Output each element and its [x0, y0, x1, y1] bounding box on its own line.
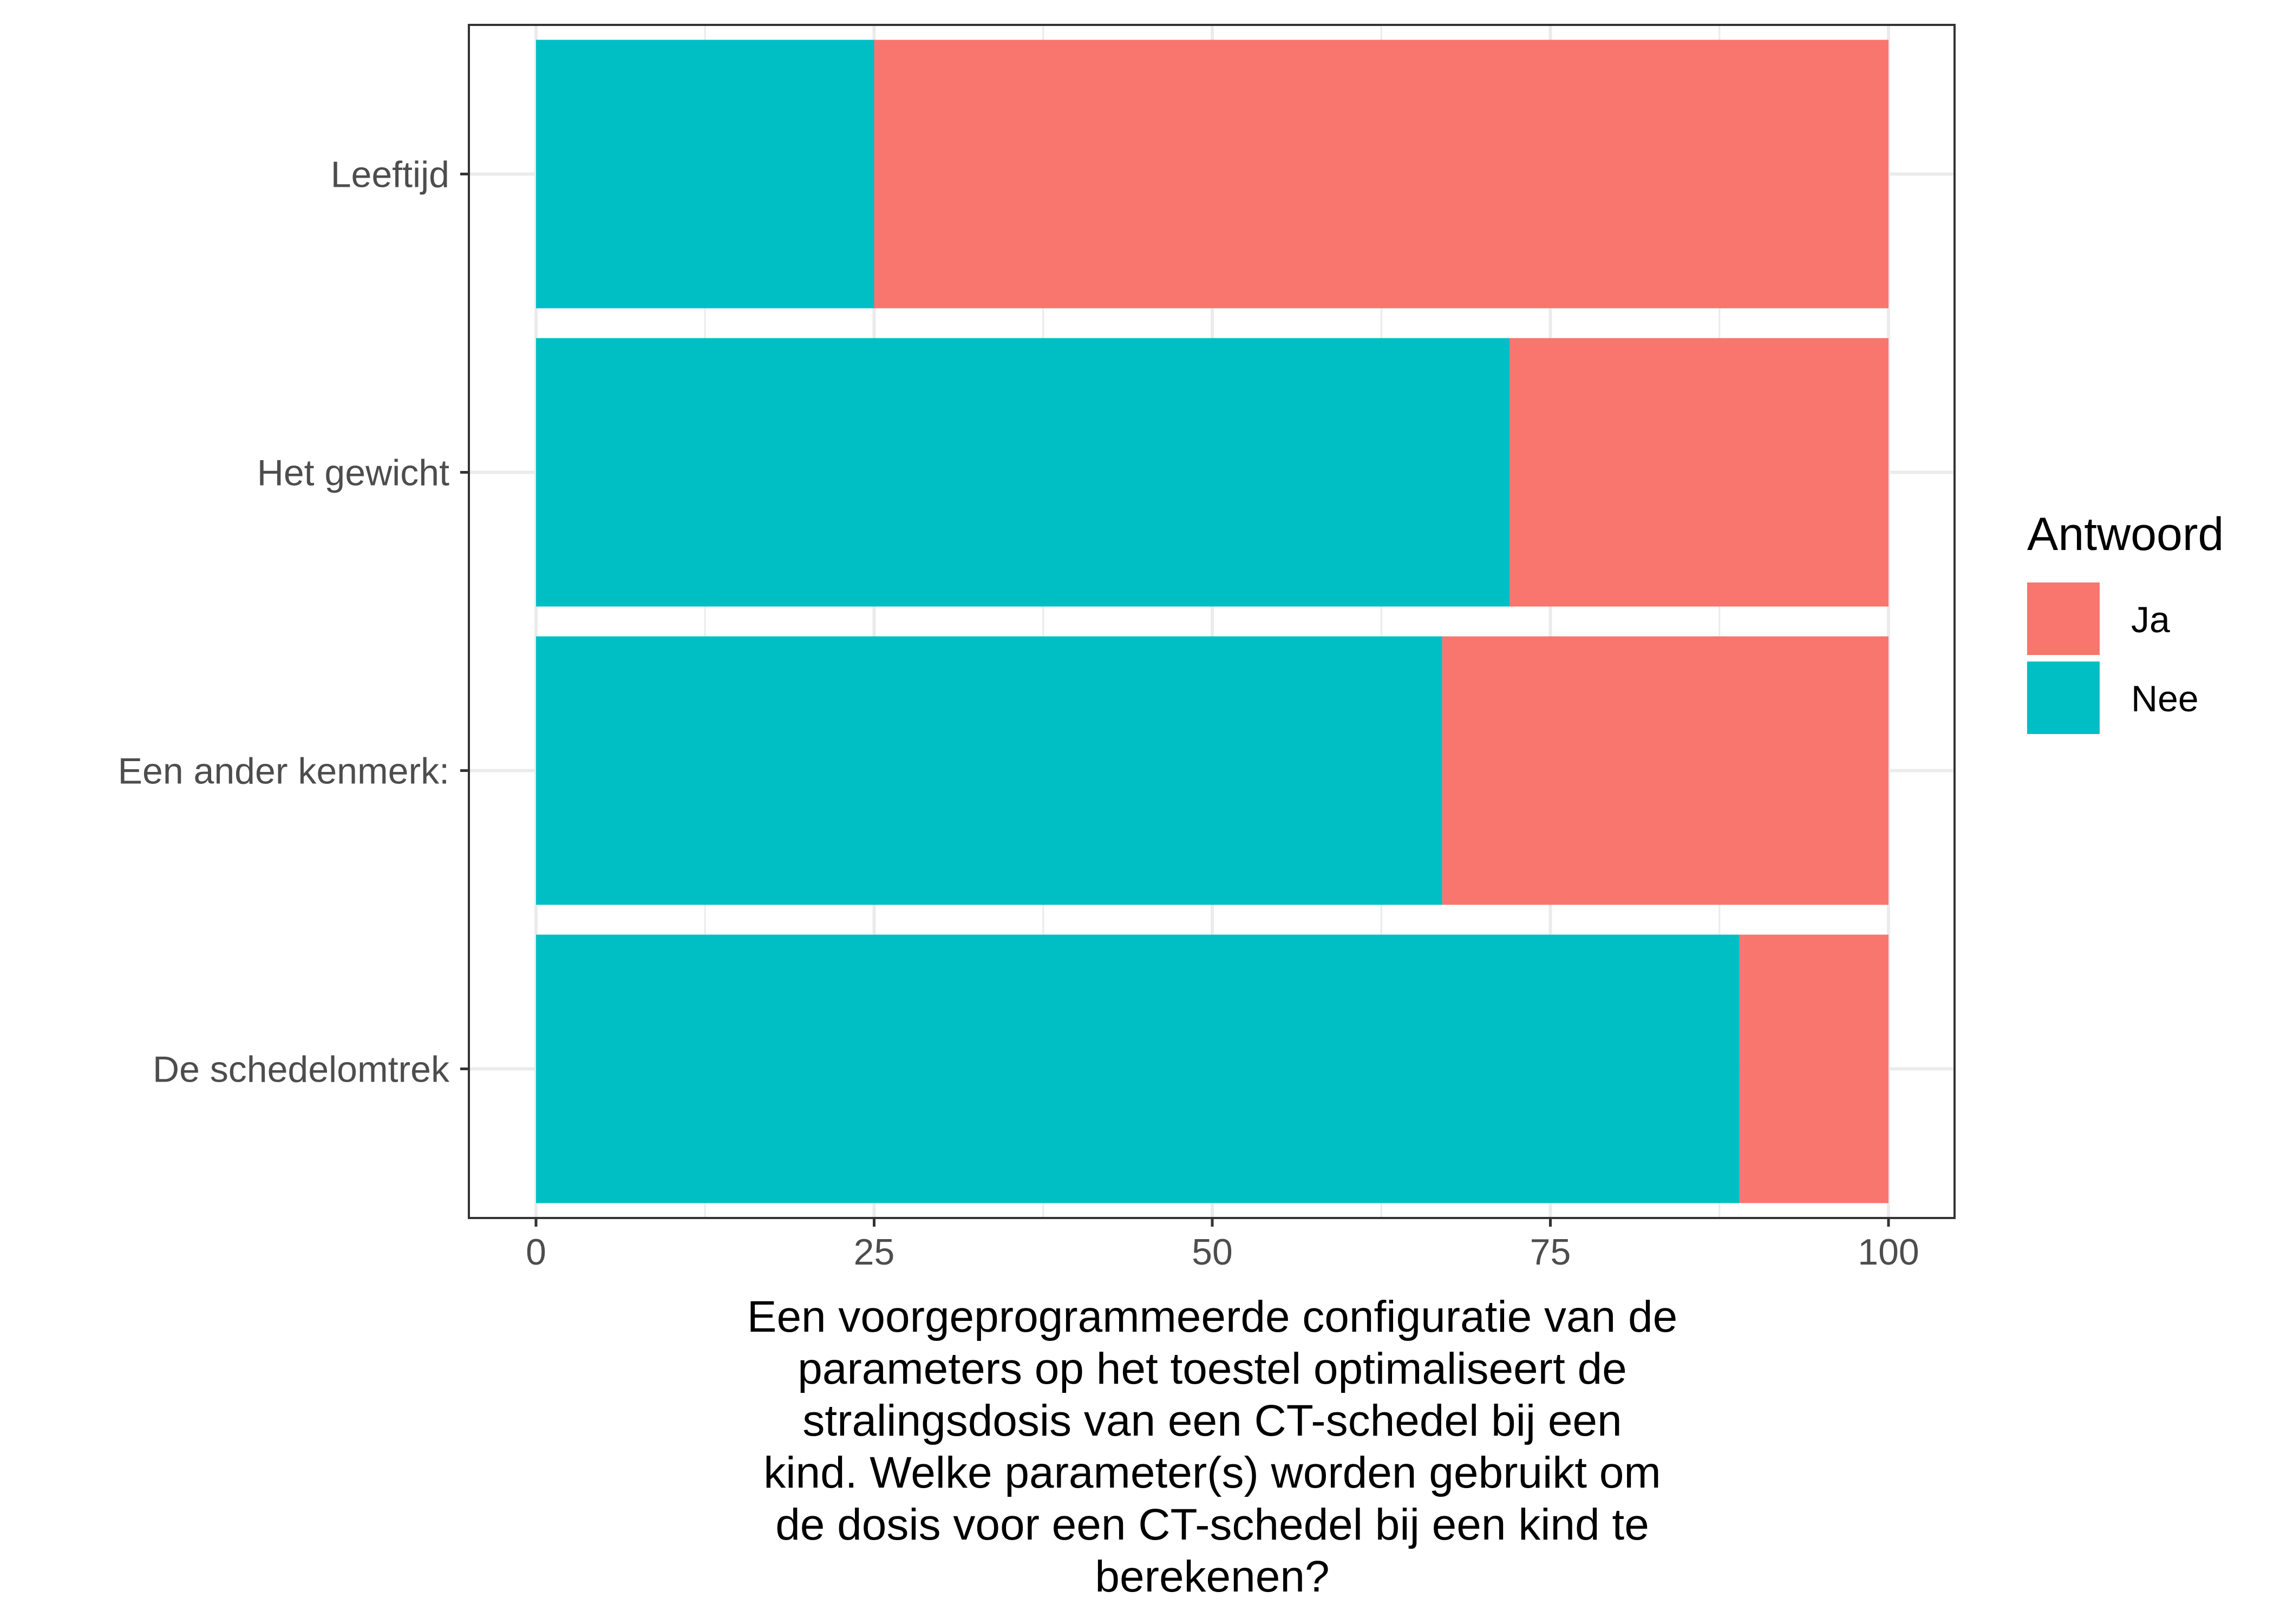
bar-nee [536, 934, 1740, 1203]
y-tick-label: Leeftijd [331, 154, 449, 195]
x-axis-title-line: kind. Welke parameter(s) worden gebruikt… [763, 1448, 1661, 1497]
y-axis: Leeftijd Het gewicht Een ander kenmerk: De … [118, 154, 469, 1090]
x-axis-title-line: de dosis voor een CT-schedel bij een kin… [775, 1500, 1649, 1549]
legend-key-nee [2027, 662, 2100, 734]
x-tick-label: 50 [1192, 1232, 1233, 1273]
bar-ja [1442, 636, 1889, 905]
y-tick-label: De schedelomtrek [153, 1049, 450, 1090]
bar-ja [874, 40, 1889, 309]
legend-title: Antwoord [2027, 508, 2224, 560]
x-tick-label: 0 [526, 1232, 546, 1273]
x-tick-label: 100 [1858, 1232, 1919, 1273]
x-tick-label: 25 [854, 1232, 895, 1273]
bar-nee [536, 338, 1510, 607]
legend-label-nee: Nee [2131, 678, 2199, 719]
legend-key-ja [2027, 582, 2100, 655]
bar-ja [1740, 934, 1889, 1203]
x-axis-title-line: parameters op het toestel optimaliseert … [798, 1344, 1627, 1393]
bar-nee [536, 40, 874, 309]
bar-ja [1510, 338, 1889, 607]
x-tick-label: 75 [1530, 1232, 1571, 1273]
x-axis-title-line: stralingsdosis van een CT-schedel bij ee… [802, 1396, 1622, 1445]
x-axis-title-line: Een voorgeprogrammeerde configuratie van… [747, 1292, 1677, 1341]
legend: Antwoord Ja Nee [2027, 508, 2224, 734]
y-tick-label: Het gewicht [257, 453, 449, 494]
bar-nee [536, 636, 1442, 905]
y-tick-label: Een ander kenmerk: [118, 751, 449, 792]
bars [536, 40, 1889, 1203]
legend-label-ja: Ja [2131, 599, 2170, 640]
x-axis-title: Een voorgeprogrammeerde configuratie van… [747, 1292, 1677, 1601]
x-axis-title-line: berekenen? [1095, 1552, 1329, 1601]
x-axis: 0 25 50 75 100 [526, 1218, 1919, 1273]
